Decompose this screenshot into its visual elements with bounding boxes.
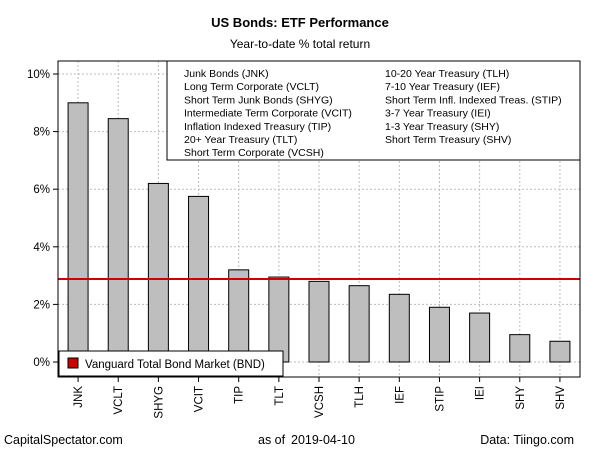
footer-source-right: Data: Tiingo.com xyxy=(480,433,574,447)
x-tick-label: VCSH xyxy=(314,386,326,418)
legend-entry: Intermediate Term Corporate (VCIT) xyxy=(184,108,352,120)
chart-title: US Bonds: ETF Performance xyxy=(211,15,389,30)
x-tick-label: SHYG xyxy=(153,386,165,419)
x-tick-label: TLT xyxy=(274,386,286,406)
legend-entry: Short Term Treasury (SHV) xyxy=(385,134,511,146)
bar-vclt xyxy=(107,118,129,363)
reference-legend-label: Vanguard Total Bond Market (BND) xyxy=(85,359,265,371)
legend-entry: 20+ Year Treasury (TLT) xyxy=(184,134,297,146)
chart-subtitle: Year-to-date % total return xyxy=(230,37,370,51)
legend-entry: Junk Bonds (JNK) xyxy=(184,68,269,80)
bar-tlh xyxy=(348,285,370,363)
bar-ief xyxy=(388,293,410,363)
footer-asof-date: 2019-04-10 xyxy=(291,433,355,447)
x-tick-label: SHV xyxy=(555,386,567,410)
legend-entry: 1-3 Year Treasury (SHY) xyxy=(385,121,499,133)
reference-legend-frame xyxy=(58,350,284,377)
bar-shy xyxy=(509,334,531,363)
x-tick-label: STIP xyxy=(434,386,446,412)
x-tick-label: TIP xyxy=(234,386,246,404)
legend-box: Junk Bonds (JNK)Long Term Corporate (VCL… xyxy=(166,60,581,161)
bar-layer xyxy=(67,102,571,363)
bar-jnk xyxy=(67,102,89,363)
x-tick-label: TLH xyxy=(354,386,366,408)
footer-asof-label: as of xyxy=(258,433,286,447)
bar-tip xyxy=(228,269,250,363)
bar-vcsh xyxy=(308,280,330,363)
y-tick-label: 6% xyxy=(33,184,50,196)
legend-entry: 10-20 Year Treasury (TLH) xyxy=(385,68,509,80)
axis-layer: 0% 2% 4% 6% 8% 10% JNK VCLT SHYG VCIT TIP TLT VCSH TL… xyxy=(27,69,567,419)
bar-stip xyxy=(428,306,450,363)
x-tick-label: SHY xyxy=(515,386,527,410)
legend-frame xyxy=(166,60,581,161)
legend-entry: 3-7 Year Treasury (IEI) xyxy=(385,108,491,120)
bar-tlt xyxy=(268,276,290,363)
legend-entry: Short Term Infl. Indexed Treas. (STIP) xyxy=(385,94,562,106)
reference-legend-swatch xyxy=(67,357,79,369)
legend-entry: Short Term Junk Bonds (SHYG) xyxy=(184,94,333,106)
legend-entry: Long Term Corporate (VCLT) xyxy=(184,81,319,93)
x-tick-label: JNK xyxy=(73,386,85,408)
x-tick-label: IEF xyxy=(394,386,406,404)
footer-source-left: CapitalSpectator.com xyxy=(4,433,123,447)
bar-shyg xyxy=(147,182,169,363)
y-tick-label: 10% xyxy=(27,69,50,81)
bar-shv xyxy=(549,340,571,363)
y-tick-label: 0% xyxy=(33,357,50,369)
y-tick-label: 2% xyxy=(33,299,50,311)
legend-entry: Short Term Corporate (VCSH) xyxy=(184,147,324,159)
x-tick-label: IEI xyxy=(475,386,487,400)
legend-entry: Inflation Indexed Treasury (TIP) xyxy=(184,121,331,133)
legend-entry: 7-10 Year Treasury (IEF) xyxy=(385,81,500,93)
x-tick-label: VCIT xyxy=(194,386,206,412)
bar-iei xyxy=(469,312,491,363)
y-tick-label: 4% xyxy=(33,242,50,254)
x-tick-label: VCLT xyxy=(113,386,125,415)
reference-legend: Vanguard Total Bond Market (BND) xyxy=(58,350,284,377)
y-tick-label: 8% xyxy=(33,127,50,139)
